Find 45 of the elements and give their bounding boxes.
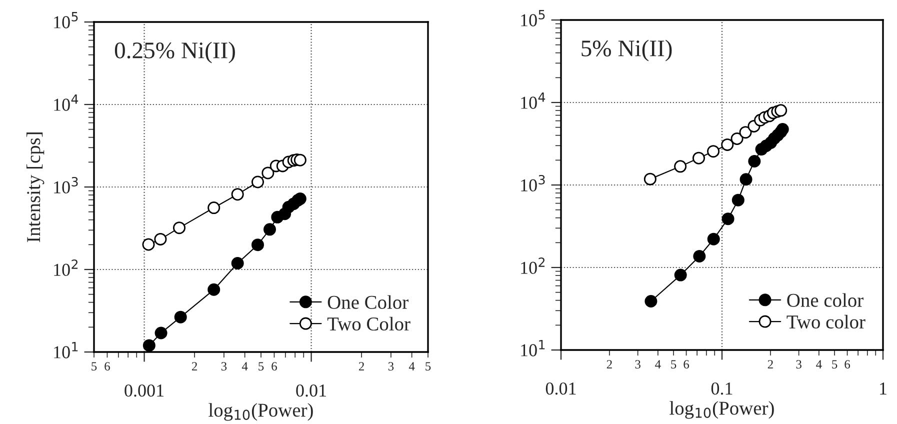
x-tick-label: 0.01 xyxy=(546,382,576,395)
y-tick-label: 10$^{3}$ xyxy=(54,176,78,194)
x-tick-label: 0.1 xyxy=(711,382,732,395)
text: 4 xyxy=(408,362,415,370)
x-tick-label: 0.001 xyxy=(124,384,164,397)
text: 3 xyxy=(221,362,227,371)
text: 2 xyxy=(768,360,773,368)
y-tick-label: 10$^{5}$ xyxy=(54,12,78,28)
y-tick-label: 10$^{4}$ xyxy=(54,94,78,111)
y-tick-label: 10$^{2}$ xyxy=(54,259,78,276)
text: 5 xyxy=(426,362,431,371)
text: 5 xyxy=(258,362,264,371)
text: 6 xyxy=(272,362,277,371)
y-tick-label: 10$^{5}$ xyxy=(521,10,545,26)
text: 6 xyxy=(844,360,850,369)
text: 6 xyxy=(104,362,110,371)
text: 5 xyxy=(92,362,97,371)
y-tick-label: 10$^{3}$ xyxy=(521,174,545,192)
text: 2 xyxy=(358,362,364,370)
text: 4 xyxy=(242,362,248,370)
legend-label: Two color xyxy=(786,314,866,329)
y-tick-label: 10$^{2}$ xyxy=(521,257,545,274)
x-tick-label: 1 xyxy=(880,382,886,394)
text: 0.25% Ni(II) xyxy=(114,42,235,64)
y-tick-label: 10$^{4}$ xyxy=(521,92,546,109)
y-tick-label: 10$^{1}$ xyxy=(54,342,78,358)
text: 4 xyxy=(816,360,822,368)
y-axis-title: Intensity [cps] xyxy=(26,132,44,242)
text: 4 xyxy=(655,360,661,368)
legend-label: One color xyxy=(787,293,864,307)
text: 3 xyxy=(388,362,394,371)
x-axis-title: log$_{10}$(Power) xyxy=(208,403,313,421)
text: 5 xyxy=(832,360,838,369)
text: 3 xyxy=(635,360,640,369)
text: 3 xyxy=(796,360,802,369)
text: 5% Ni(II) xyxy=(582,40,672,62)
legend-label: One Color xyxy=(328,295,408,309)
x-tick-label: 0.01 xyxy=(296,384,326,397)
x-axis-title: log$_{10}$(Power) xyxy=(670,401,774,419)
text: 6 xyxy=(684,360,690,369)
text: 5 xyxy=(671,360,676,369)
y-tick-label: 10$^{1}$ xyxy=(521,340,545,356)
text: 2 xyxy=(192,362,197,370)
text: 2 xyxy=(606,360,612,368)
legend-label: Two Color xyxy=(327,316,410,331)
